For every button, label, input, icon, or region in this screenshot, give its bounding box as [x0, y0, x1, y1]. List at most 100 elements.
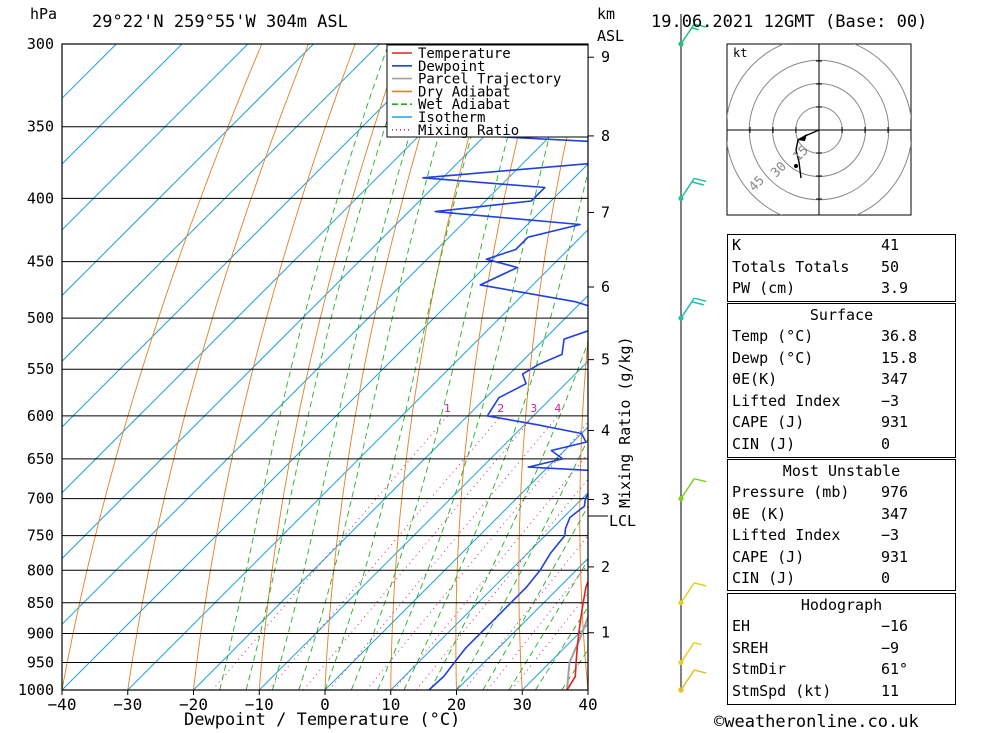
y-tick-label: 1000 [18, 681, 54, 699]
y-tick-label: 500 [27, 309, 54, 327]
x-tick-label: −40 [48, 695, 77, 714]
km-tick-label: 3 [601, 491, 610, 509]
indices-box: K 41 Totals Totals 50 PW (cm) 3.9 [727, 234, 956, 302]
km-tick-label: 6 [601, 278, 610, 296]
lcl-label: LCL [609, 512, 636, 530]
mixing-ratio-line [268, 415, 502, 690]
isotherm-line [62, 44, 183, 165]
mixing-ratio-tick: 1 [444, 402, 451, 415]
mixing-ratio-tick: 10 [633, 402, 647, 415]
y-tick-label: 750 [27, 527, 54, 545]
hodograph-stats-box: Hodograph EH −16 SREH −9 StmDir 61° StmSpd (kt… [727, 593, 956, 705]
index-label: PW (cm) [732, 279, 796, 297]
height-unit-asl: ASL [597, 27, 625, 45]
surface-value: 931 [881, 413, 909, 431]
hodograph-stat-label: StmSpd (kt) [732, 681, 832, 700]
hodograph-stat-value: −9 [881, 638, 900, 657]
isotherm-line [324, 426, 588, 690]
wet-adiabat-line [456, 438, 588, 690]
index-row: K 41 [728, 235, 955, 257]
km-tick-label: 4 [601, 421, 610, 439]
wind-barb-staff [680, 669, 695, 691]
y-tick-label: 950 [27, 654, 54, 672]
surface-title: Surface [809, 306, 874, 324]
wind-barb-staff [680, 642, 695, 663]
isotherm-line [258, 360, 588, 690]
dry-adiabat-line [639, 44, 682, 690]
km-tick-label: 2 [601, 558, 610, 576]
storm-motion-dot [794, 164, 798, 168]
most-unstable-box: Most Unstable Pressure (mb) 976 θE (K) 347 L… [727, 459, 956, 591]
legend-label: Isotherm [418, 110, 485, 126]
wet-adiabat-line [324, 44, 499, 690]
legend-label: Wet Adiabat [418, 97, 511, 113]
hodograph-stat-row: EH −16 [728, 616, 955, 638]
most-unstable-value: 976 [881, 483, 909, 501]
most-unstable-value: 0 [881, 569, 891, 587]
wind-barb-flag [691, 301, 705, 306]
km-tick-label: 8 [601, 127, 610, 145]
wind-barb-flag [691, 181, 705, 186]
wind-barb [678, 177, 707, 201]
most-unstable-value: 931 [881, 547, 909, 566]
mixing-ratio-tick: 16 [678, 402, 692, 415]
wind-barb-staff [680, 582, 695, 604]
mixing-ratio-axis-label: Mixing Ratio (g/kg) [616, 336, 634, 508]
wet-adiabat-line [245, 44, 413, 690]
isotherm-line [62, 44, 314, 297]
legend-label: Temperature [418, 46, 511, 62]
x-tick-label: −30 [113, 695, 142, 714]
hodograph-stat-value: 11 [881, 681, 900, 700]
wind-barb-flag [694, 297, 707, 302]
wind-barb-half-flag [691, 26, 700, 31]
dry-adiabat-line [62, 44, 263, 690]
wind-barb [678, 477, 707, 502]
dry-adiabat-line [127, 44, 309, 690]
most-unstable-label: CIN (J) [732, 569, 796, 587]
storm-motion-arrow [797, 134, 807, 141]
mixing-ratio-tick: 4 [554, 402, 561, 415]
km-tick-label: 5 [601, 351, 610, 369]
most-unstable-row: Lifted Index −3 [728, 525, 955, 547]
km-tick-label: 7 [601, 204, 610, 222]
wind-barb-flag [694, 177, 707, 183]
dry-adiabat-line [324, 44, 449, 690]
x-axis-label: Dewpoint / Temperature (°C) [184, 710, 461, 730]
hodograph-stat-row: StmSpd (kt) 11 [728, 681, 955, 703]
isotherm-line [62, 44, 249, 231]
surface-row: Dewp (°C) 15.8 [728, 348, 955, 370]
y-tick-label: 800 [27, 561, 54, 579]
isotherm-line [62, 44, 577, 560]
isotherm-line [62, 44, 446, 428]
mixing-ratio-line [393, 452, 588, 690]
surface-label: θE(K) [732, 370, 778, 388]
wind-profile [678, 14, 707, 693]
mixing-ratio-tick: 6 [590, 402, 597, 415]
credit-text: ©weatheronline.co.uk [714, 712, 919, 732]
surface-value: 347 [881, 370, 909, 388]
most-unstable-label: θE (K) [732, 504, 787, 523]
surface-label: Lifted Index [732, 391, 841, 410]
index-value: 41 [881, 236, 900, 254]
x-tick-label: −10 [245, 695, 274, 714]
legend-label: Dewpoint [418, 59, 485, 75]
most-unstable-title: Most Unstable [782, 462, 901, 480]
wind-barb-staff [680, 478, 695, 500]
index-value: 3.9 [881, 279, 909, 297]
y-tick-label: 400 [27, 189, 54, 207]
wet-adiabat-line [429, 340, 588, 690]
wind-barb [678, 641, 702, 666]
legend-label: Dry Adiabat [418, 84, 511, 100]
surface-value: 0 [881, 434, 891, 453]
most-unstable-value: −3 [881, 526, 900, 544]
valid-datetime: 19.06.2021 12GMT (Base: 00) [651, 12, 928, 32]
dry-adiabat-line [696, 44, 728, 690]
x-tick-label: −20 [179, 695, 208, 714]
y-tick-label: 350 [27, 118, 54, 136]
mixing-ratio-line [212, 415, 448, 690]
most-unstable-value: 347 [881, 504, 909, 523]
surface-row: Temp (°C) 36.8 [728, 326, 955, 348]
hodograph-stat-value: −16 [881, 617, 909, 635]
